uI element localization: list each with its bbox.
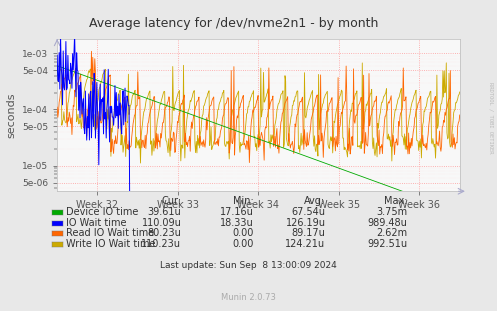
Text: Max:: Max:: [384, 196, 408, 206]
Text: 0.00: 0.00: [232, 228, 253, 238]
Text: Avg:: Avg:: [304, 196, 326, 206]
Text: 992.51u: 992.51u: [367, 239, 408, 249]
Text: 89.17u: 89.17u: [292, 228, 326, 238]
Text: 2.62m: 2.62m: [376, 228, 408, 238]
Text: Read IO Wait time: Read IO Wait time: [66, 228, 155, 238]
Text: RRDTOOL / TOBI OETIKER: RRDTOOL / TOBI OETIKER: [488, 82, 493, 154]
Text: 18.33u: 18.33u: [220, 218, 253, 228]
Text: Munin 2.0.73: Munin 2.0.73: [221, 293, 276, 301]
Text: 126.19u: 126.19u: [286, 218, 326, 228]
Text: Average latency for /dev/nvme2n1 - by month: Average latency for /dev/nvme2n1 - by mo…: [89, 17, 378, 30]
Text: Last update: Sun Sep  8 13:00:09 2024: Last update: Sun Sep 8 13:00:09 2024: [160, 262, 337, 270]
Text: 0.00: 0.00: [232, 239, 253, 249]
Text: 989.48u: 989.48u: [368, 218, 408, 228]
Text: Min:: Min:: [233, 196, 253, 206]
Text: 17.16u: 17.16u: [220, 207, 253, 217]
Text: Write IO Wait time: Write IO Wait time: [66, 239, 156, 249]
Text: Cur:: Cur:: [162, 196, 181, 206]
Text: 67.54u: 67.54u: [292, 207, 326, 217]
Text: 110.09u: 110.09u: [142, 218, 181, 228]
Text: seconds: seconds: [6, 92, 16, 138]
Text: 3.75m: 3.75m: [376, 207, 408, 217]
Text: IO Wait time: IO Wait time: [66, 218, 127, 228]
Text: 124.21u: 124.21u: [285, 239, 326, 249]
Text: 39.61u: 39.61u: [148, 207, 181, 217]
Text: 110.23u: 110.23u: [142, 239, 181, 249]
Text: Device IO time: Device IO time: [66, 207, 139, 217]
Text: 80.23u: 80.23u: [148, 228, 181, 238]
